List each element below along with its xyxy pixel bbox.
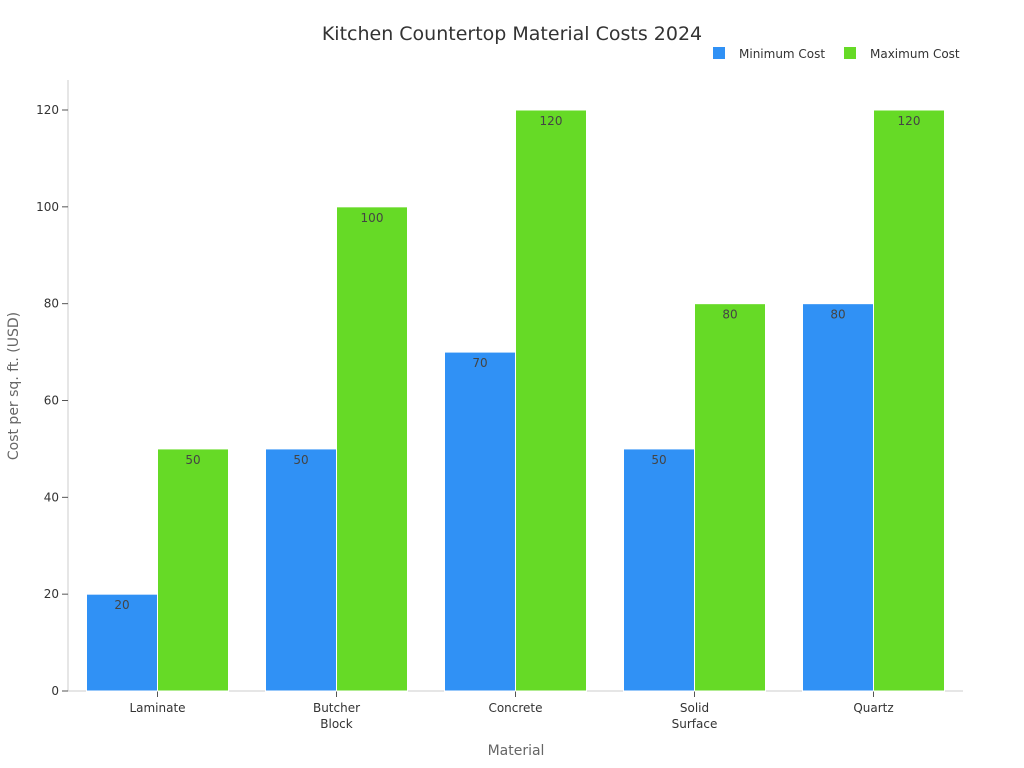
legend-swatch: [713, 47, 725, 59]
y-axis-label: Cost per sq. ft. (USD): [6, 312, 22, 460]
y-tick-label: 60: [44, 394, 59, 408]
bar-maximum-cost: [336, 206, 408, 692]
bar-minimum-cost: [802, 303, 874, 692]
bar-minimum-cost: [623, 448, 695, 692]
axes: 0 20 40 60 80 100 120 Laminate Butcher Block Concr…: [36, 80, 963, 731]
y-tick-label: 100: [36, 200, 59, 214]
data-label: 20: [114, 598, 129, 612]
y-tick-label: 40: [44, 490, 59, 504]
chart-title: Kitchen Countertop Material Costs 2024: [322, 23, 702, 45]
bar-maximum-cost: [873, 109, 945, 692]
x-tick-label: Laminate: [129, 701, 185, 715]
bars: 20 50 50 100 70 120 50 80 80 120: [86, 109, 945, 692]
y-tick-label: 0: [51, 684, 59, 698]
data-label: 120: [540, 114, 563, 128]
bar-maximum-cost: [515, 109, 587, 692]
x-tick-label: Block: [320, 717, 353, 731]
bar-minimum-cost: [265, 448, 337, 692]
legend-label: Maximum Cost: [870, 47, 960, 61]
data-label: 120: [898, 114, 921, 128]
legend-label: Minimum Cost: [739, 47, 825, 61]
data-label: 70: [472, 356, 487, 370]
bar-maximum-cost: [157, 448, 229, 692]
bar-maximum-cost: [694, 303, 766, 692]
data-label: 80: [830, 308, 845, 322]
x-tick-label: Solid: [680, 701, 709, 715]
data-label: 50: [185, 453, 200, 467]
data-label: 50: [293, 453, 308, 467]
y-tick-label: 120: [36, 103, 59, 117]
x-tick-label: Butcher: [313, 701, 360, 715]
data-label: 80: [722, 308, 737, 322]
y-tick-label: 20: [44, 587, 59, 601]
data-label: 50: [651, 453, 666, 467]
y-tick-label: 80: [44, 297, 59, 311]
x-tick-label: Quartz: [853, 701, 893, 715]
legend: Minimum Cost Maximum Cost: [713, 47, 960, 61]
bar-minimum-cost: [444, 351, 516, 692]
x-axis-label: Material: [488, 743, 545, 759]
data-label: 100: [361, 211, 384, 225]
x-tick-label: Concrete: [488, 701, 542, 715]
legend-swatch: [844, 47, 856, 59]
bar-minimum-cost: [86, 593, 158, 692]
x-tick-label: Surface: [672, 717, 718, 731]
